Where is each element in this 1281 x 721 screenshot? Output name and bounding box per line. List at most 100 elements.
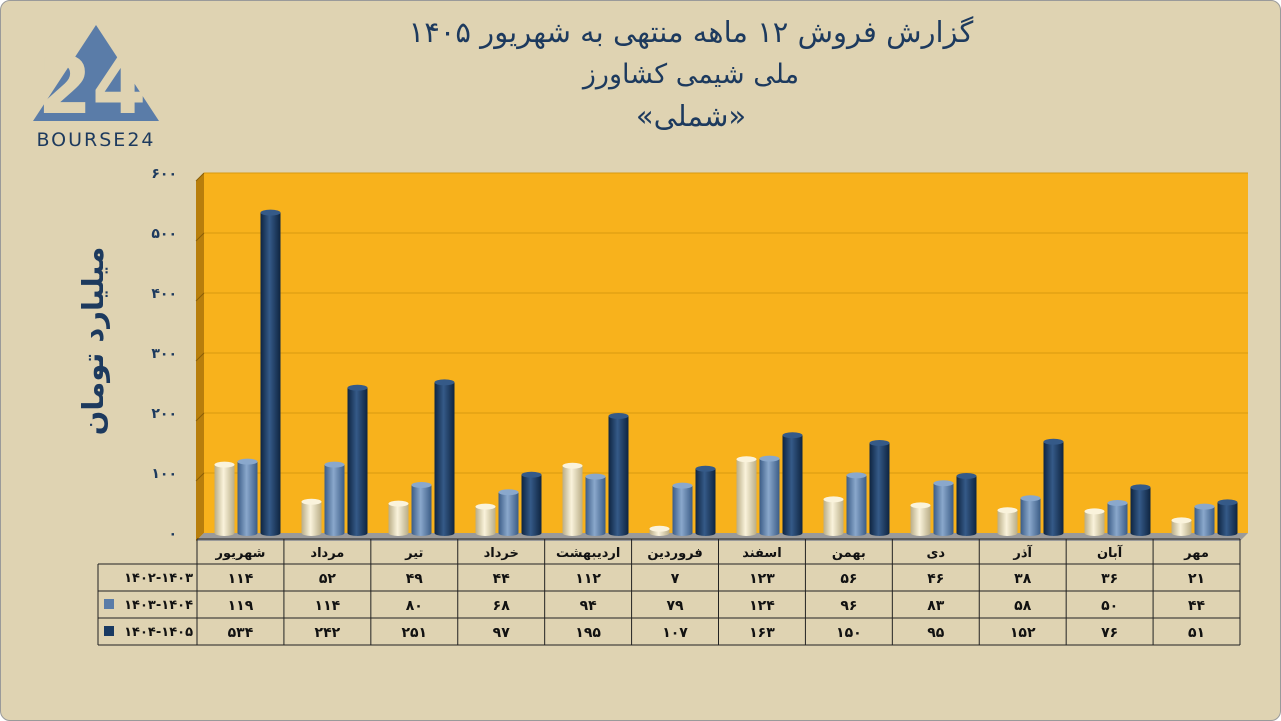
bar xyxy=(521,471,542,536)
data-label: ۹۴ xyxy=(580,598,598,614)
x-tick-label: مرداد xyxy=(310,546,344,561)
bar xyxy=(260,209,281,536)
bar xyxy=(672,482,693,536)
data-label: ۴۴ xyxy=(1188,598,1206,614)
bar xyxy=(411,482,432,536)
bar xyxy=(562,462,583,536)
x-tick-label: شهریور xyxy=(214,546,265,561)
data-label: ۵۶ xyxy=(840,571,857,587)
data-label: ۲۵۱ xyxy=(401,625,427,641)
bar xyxy=(1171,517,1192,536)
bar xyxy=(1194,503,1215,536)
data-label: ۵۰ xyxy=(1101,598,1118,614)
data-label: ۱۱۴ xyxy=(228,571,254,587)
data-label: ۷۹ xyxy=(666,598,684,614)
data-label: ۱۶۳ xyxy=(749,625,775,641)
bar xyxy=(823,496,844,536)
bar xyxy=(585,473,606,536)
gridline-side xyxy=(195,172,205,182)
y-tick-label: ۲۰۰ xyxy=(151,406,177,422)
bar xyxy=(997,507,1018,536)
data-label: ۴۴ xyxy=(493,571,511,587)
bar xyxy=(1020,495,1041,536)
y-tick-label: ۰ xyxy=(168,526,177,542)
bar xyxy=(759,455,780,536)
bar xyxy=(846,472,867,536)
x-tick-label: دی xyxy=(926,546,945,561)
gridline-side xyxy=(195,472,205,482)
data-label: ۹۶ xyxy=(840,598,857,614)
legend-label: ۱۴۰۲-۱۴۰۳ xyxy=(124,571,193,586)
bar xyxy=(434,379,455,536)
bar xyxy=(782,432,803,536)
bar xyxy=(649,525,670,536)
bar xyxy=(1084,508,1105,536)
data-label: ۲۴۲ xyxy=(315,625,341,641)
bar xyxy=(1217,499,1238,536)
svg-text:24: 24 xyxy=(38,42,147,132)
data-label: ۱۲۴ xyxy=(749,598,775,614)
data-label: ۹۷ xyxy=(493,625,511,641)
data-label: ۱۹۵ xyxy=(575,625,601,641)
bar xyxy=(1107,500,1128,536)
x-tick-label: بهمن xyxy=(832,546,866,561)
data-label: ۱۲۳ xyxy=(749,571,775,587)
x-tick-label: فروردین xyxy=(647,546,702,561)
x-tick-label: تیر xyxy=(404,546,423,561)
data-label: ۵۱ xyxy=(1188,625,1205,641)
data-label: ۱۰۷ xyxy=(662,625,688,641)
data-label: ۱۵۲ xyxy=(1010,625,1036,641)
data-label: ۴۶ xyxy=(927,571,944,587)
gridline-side xyxy=(195,412,205,422)
logo-text: BOURSE24 xyxy=(36,129,156,151)
data-label: ۵۸ xyxy=(1014,598,1032,614)
bar xyxy=(1043,438,1064,536)
bourse24-logo-icon: 24 xyxy=(33,25,159,132)
gridline-side xyxy=(195,292,205,302)
data-label: ۱۱۴ xyxy=(315,598,341,614)
chart-ticker: «شملی» xyxy=(635,99,747,133)
bar xyxy=(695,465,716,536)
x-tick-label: مهر xyxy=(1183,546,1209,561)
data-label: ۱۱۹ xyxy=(228,598,254,614)
bar xyxy=(237,458,258,536)
data-label: ۵۲ xyxy=(319,571,337,587)
x-tick-label: آذر xyxy=(1012,544,1032,561)
bar xyxy=(1130,484,1151,536)
y-tick-label: ۵۰۰ xyxy=(151,226,177,242)
bar xyxy=(301,498,322,536)
gridline-side xyxy=(195,352,205,362)
data-label: ۳۶ xyxy=(1101,571,1118,587)
y-tick-label: ۱۰۰ xyxy=(151,466,177,482)
bar xyxy=(956,473,977,536)
legend-label: ۱۴۰۴-۱۴۰۵ xyxy=(124,625,193,640)
data-label: ۴۹ xyxy=(406,571,424,587)
y-tick-label: ۶۰۰ xyxy=(151,166,177,182)
data-label: ۵۳۴ xyxy=(228,625,254,641)
x-tick-label: اردیبهشت xyxy=(556,546,620,561)
bar xyxy=(498,489,519,536)
bar xyxy=(869,440,890,536)
legend-swatch xyxy=(104,599,114,609)
gridline-side xyxy=(195,232,205,242)
bar xyxy=(933,480,954,536)
legend-swatch xyxy=(104,626,114,636)
bar xyxy=(608,413,629,536)
bar xyxy=(347,384,368,536)
data-label: ۸۰ xyxy=(406,598,423,614)
chart-subtitle: ملی شیمی کشاورز xyxy=(582,59,800,90)
data-label: ۳۸ xyxy=(1014,571,1032,587)
x-tick-label: اسفند xyxy=(742,546,781,561)
bar xyxy=(324,461,345,536)
y-tick-label: ۳۰۰ xyxy=(151,346,177,362)
data-label: ۱۱۲ xyxy=(575,571,601,587)
legend-label: ۱۴۰۳-۱۴۰۴ xyxy=(124,598,193,613)
x-tick-label: آبان xyxy=(1097,544,1123,561)
chart-title: گزارش فروش ۱۲ ماهه منتهی به شهریور ۱۴۰۵ xyxy=(408,15,974,49)
bar xyxy=(910,502,931,536)
y-tick-label: ۴۰۰ xyxy=(151,286,177,302)
bar xyxy=(736,456,757,536)
data-label: ۶۸ xyxy=(493,598,511,614)
